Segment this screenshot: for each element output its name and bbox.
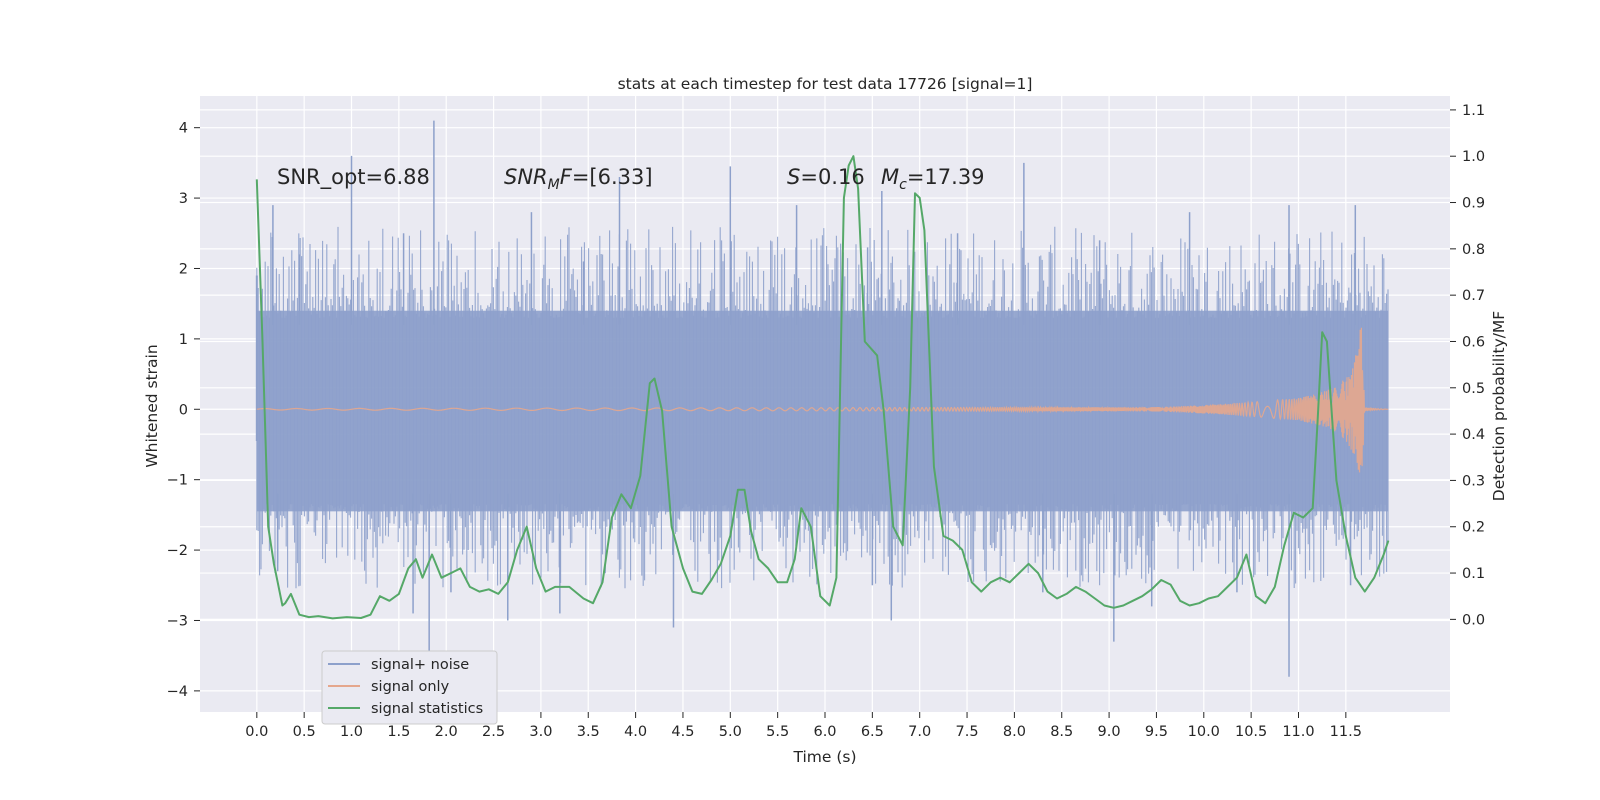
y-right-tick-label: 0.9 [1462,196,1485,212]
x-tick-label: 5.5 [766,724,789,740]
y-axis-right-label: Detection probability/MF [1490,311,1508,502]
x-tick-label: 6.5 [861,724,884,740]
y-right-tick-label: 0.3 [1462,473,1485,489]
x-tick-label: 7.0 [908,724,931,740]
x-tick-label: 2.0 [435,724,458,740]
x-tick-label: 6.0 [813,724,836,740]
x-tick-label: 10.5 [1235,724,1267,740]
y-left-tick-label: −4 [167,684,188,700]
legend-label-signal-statistics: signal statistics [371,701,483,717]
x-tick-label: 0.0 [245,724,268,740]
legend-box [321,650,498,725]
y-right-tick-label: 0.4 [1462,427,1485,443]
x-tick-label: 11.0 [1282,724,1314,740]
x-tick-label: 9.0 [1098,724,1121,740]
x-tick-label: 2.5 [482,724,505,740]
x-tick-label: 8.5 [1050,724,1073,740]
y-right-tick-label: 0.2 [1462,520,1485,536]
x-tick-label: 3.0 [529,724,552,740]
x-tick-label: 4.5 [671,724,694,740]
y-right-tick-label: 0.7 [1462,288,1485,304]
y-left-tick-label: −3 [167,613,188,629]
signal-statistics-series [255,155,1390,620]
y-axis-left-label: Whitened strain [143,344,161,467]
y-right-tick-label: 0.5 [1462,381,1485,397]
y-left-tick-label: 3 [179,191,188,207]
x-tick-label: 1.5 [387,724,410,740]
annotation-mc: Mc=17.39 [881,165,985,193]
x-tick-label: 4.0 [624,724,647,740]
statistics-line [255,155,1390,620]
x-tick-label: 5.0 [719,724,742,740]
y-axis-right: 0.0 0.1 0.2 0.3 0.4 0.5 0.6 0.7 0.8 0.9 1.0 1.1 [1450,103,1485,628]
x-tick-label: 9.5 [1145,724,1168,740]
x-tick-label: 10.0 [1188,724,1220,740]
legend-label-signal-only: signal only [371,679,450,695]
y-left-tick-label: 2 [179,261,188,277]
y-axis-left: −4 −3 −2 −1 0 1 2 3 4 [167,121,200,700]
y-left-tick-label: 4 [179,121,188,137]
y-left-tick-label: −2 [167,543,188,559]
y-right-tick-label: 0.8 [1462,242,1485,258]
y-right-tick-label: 0.0 [1462,612,1485,628]
x-tick-label: 8.0 [1003,724,1026,740]
x-tick-label: 11.5 [1330,724,1362,740]
y-left-tick-label: 1 [179,332,188,348]
legend: signal+ noise signal only signal statist… [321,650,498,725]
y-left-tick-label: −1 [167,473,188,489]
annotation-s: S=0.16 [787,165,865,189]
y-left-tick-label: 0 [179,402,188,418]
annotation-snr-mf: SNRMF=[6.33] [504,165,653,193]
x-axis: 0.0 0.5 1.0 1.5 2.0 2.5 3.0 3.5 4.0 4.5 5.0 5.5 6.0 6… [245,712,1362,740]
y-right-tick-label: 1.0 [1462,149,1485,165]
x-tick-label: 0.5 [293,724,316,740]
legend-label-signal-noise: signal+ noise [371,657,469,673]
y-right-tick-label: 0.6 [1462,334,1485,350]
chirp-trace [256,327,1389,473]
annotations: SNR_opt=6.88 SNRMF=[6.33] S=0.16 Mc=17.3… [277,165,985,193]
signal-only-series [256,327,1389,473]
chart-title: stats at each timestep for test data 177… [618,75,1033,93]
y-right-tick-label: 0.1 [1462,566,1485,582]
annotation-snr-opt: SNR_opt=6.88 [277,165,430,190]
x-tick-label: 7.5 [956,724,979,740]
x-tick-label: 1.0 [340,724,363,740]
y-right-tick-label: 1.1 [1462,103,1485,119]
x-tick-label: 3.5 [577,724,600,740]
x-axis-label: Time (s) [792,748,856,766]
